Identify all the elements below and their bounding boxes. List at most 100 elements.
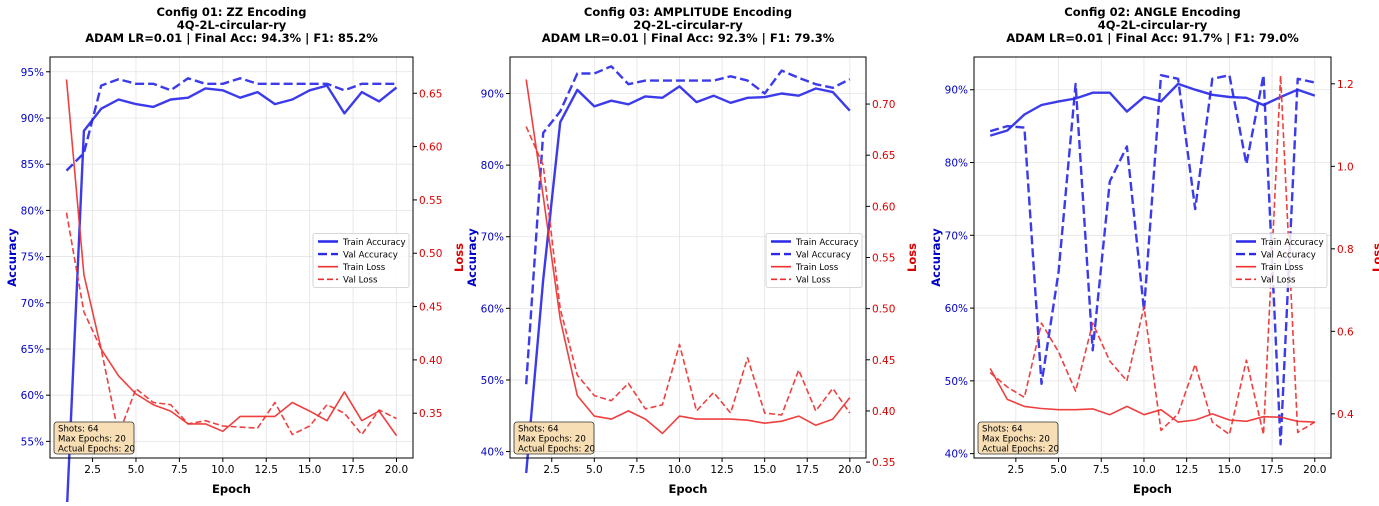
y-left-tick-label: 95% [21, 67, 44, 79]
y-right-axis-label: Loss [1370, 243, 1379, 272]
legend-entry: Val Accuracy [343, 250, 398, 260]
val-accuracy-line [525, 65, 851, 385]
y-left-tick-label: 80% [945, 158, 968, 170]
chart-subtitle: 4Q-2L-circular-ry [177, 18, 287, 32]
y-right-axis-label: Loss [452, 243, 466, 272]
y-left-tick-label: 50% [481, 375, 504, 387]
info-box-bg [53, 421, 135, 455]
x-tick-label: 20.0 [1303, 464, 1326, 476]
train-loss-line [989, 368, 1315, 423]
y-left-tick-label: 70% [945, 230, 968, 242]
legend-entry: Val Loss [796, 276, 831, 286]
x-tick-label: 2.5 [543, 464, 560, 476]
y-left-tick-label: 70% [481, 232, 504, 244]
y-right-tick-label: 0.40 [419, 355, 442, 367]
legend: Train Accuracy Val Accuracy Train Loss Val … [765, 233, 863, 288]
info-box-line: Actual Epochs: 20 [58, 445, 135, 455]
x-tick-label: 17.5 [796, 464, 819, 476]
legend-entry: Val Loss [343, 276, 378, 286]
y-left-tick-label: 85% [21, 159, 44, 171]
x-tick-label: 17.5 [341, 464, 364, 476]
legend-box [1230, 233, 1328, 288]
x-tick-label: 10.0 [211, 464, 234, 476]
legend-box [765, 233, 863, 288]
info-box-bg [513, 421, 595, 455]
chart-panel: 2.5 5.0 7.5 10.0 12.5 15.0 17.5 20.0 40% 50% 60% 70… [929, 5, 1379, 496]
info-box-line: Actual Epochs: 20 [518, 445, 595, 455]
y-right-tick-label: 0.8 [1337, 244, 1354, 256]
info-box-line: Shots: 64 [58, 425, 99, 435]
y-right-tick-label: 0.35 [872, 457, 895, 469]
x-tick-label: 7.5 [1093, 464, 1110, 476]
y-right-tick-label: 0.35 [419, 408, 442, 420]
x-axis-label: Epoch [669, 482, 708, 496]
legend-entry: Train Loss [342, 263, 386, 273]
info-box-line: Max Epochs: 20 [518, 435, 586, 445]
y-left-tick-label: 90% [21, 113, 44, 125]
info-box-line: Max Epochs: 20 [982, 435, 1050, 445]
y-right-tick-label: 0.65 [872, 150, 895, 162]
val-accuracy-line [65, 77, 397, 172]
legend-entry: Val Accuracy [1261, 250, 1316, 260]
x-tick-label: 15.0 [1218, 464, 1241, 476]
x-tick-label: 2.5 [84, 464, 101, 476]
y-left-tick-label: 75% [21, 252, 44, 264]
val-loss-line [525, 126, 851, 416]
chart-title: Config 03: AMPLITUDE Encoding [584, 5, 792, 19]
y-right-tick-label: 0.6 [1337, 326, 1354, 338]
y-right-tick-label: 0.55 [872, 253, 895, 265]
x-tick-label: 10.0 [1132, 464, 1155, 476]
y-right-tick-label: 0.55 [419, 195, 442, 207]
legend-entry: Train Accuracy [795, 238, 859, 248]
chart-panel: 2.5 5.0 7.5 10.0 12.5 15.0 17.5 20.0 55% 60% 65% 70… [5, 5, 466, 506]
y-left-tick-label: 60% [945, 303, 968, 315]
train-accuracy-line [65, 84, 398, 506]
y-right-tick-label: 0.4 [1337, 409, 1354, 421]
y-left-axis-label: Accuracy [465, 228, 479, 287]
info-box-line: Max Epochs: 20 [58, 435, 126, 445]
y-left-tick-label: 80% [481, 160, 504, 172]
legend-entry: Train Loss [1260, 263, 1304, 273]
y-left-tick-label: 40% [481, 447, 504, 459]
y-left-axis-label: Accuracy [5, 228, 19, 287]
y-left-tick-label: 55% [21, 436, 44, 448]
train-accuracy-line [989, 82, 1316, 137]
plot-frame [973, 56, 1332, 459]
x-tick-label: 12.5 [710, 464, 733, 476]
legend-box [312, 233, 410, 288]
y-right-tick-label: 0.60 [872, 201, 895, 213]
chart-panel: 2.5 5.0 7.5 10.0 12.5 15.0 17.5 20.0 40% 50% 60% 70… [465, 5, 919, 496]
plot-frame [49, 56, 414, 459]
y-right-tick-label: 0.50 [872, 304, 895, 316]
chart-subtitle: ADAM LR=0.01 | Final Acc: 92.3% | F1: 79… [542, 31, 835, 45]
y-right-tick-label: 0.45 [419, 302, 442, 314]
x-tick-label: 10.0 [668, 464, 691, 476]
y-right-tick-label: 0.70 [872, 99, 895, 111]
x-tick-label: 15.0 [753, 464, 776, 476]
legend: Train Accuracy Val Accuracy Train Loss Val … [312, 233, 410, 288]
legend-entry: Train Loss [795, 263, 839, 273]
legend: Train Accuracy Val Accuracy Train Loss Val … [1230, 233, 1328, 288]
x-tick-label: 12.5 [255, 464, 278, 476]
y-right-tick-label: 0.65 [419, 88, 442, 100]
x-tick-label: 20.0 [385, 464, 408, 476]
train-loss-line [65, 79, 398, 437]
legend-entry: Train Accuracy [342, 238, 406, 248]
legend-entry: Val Loss [1261, 276, 1296, 286]
x-tick-label: 7.5 [629, 464, 646, 476]
y-right-tick-label: 1.0 [1337, 161, 1354, 173]
y-left-tick-label: 50% [945, 376, 968, 388]
y-right-tick-label: 1.2 [1337, 79, 1354, 91]
info-box-line: Actual Epochs: 20 [982, 445, 1059, 455]
x-tick-label: 12.5 [1175, 464, 1198, 476]
x-tick-label: 15.0 [298, 464, 321, 476]
x-tick-label: 5.0 [1050, 464, 1067, 476]
x-tick-label: 20.0 [838, 464, 861, 476]
chart-subtitle: ADAM LR=0.01 | Final Acc: 91.7% | F1: 79… [1006, 31, 1299, 45]
y-left-tick-label: 60% [21, 390, 44, 402]
legend-entry: Train Accuracy [1260, 238, 1324, 248]
